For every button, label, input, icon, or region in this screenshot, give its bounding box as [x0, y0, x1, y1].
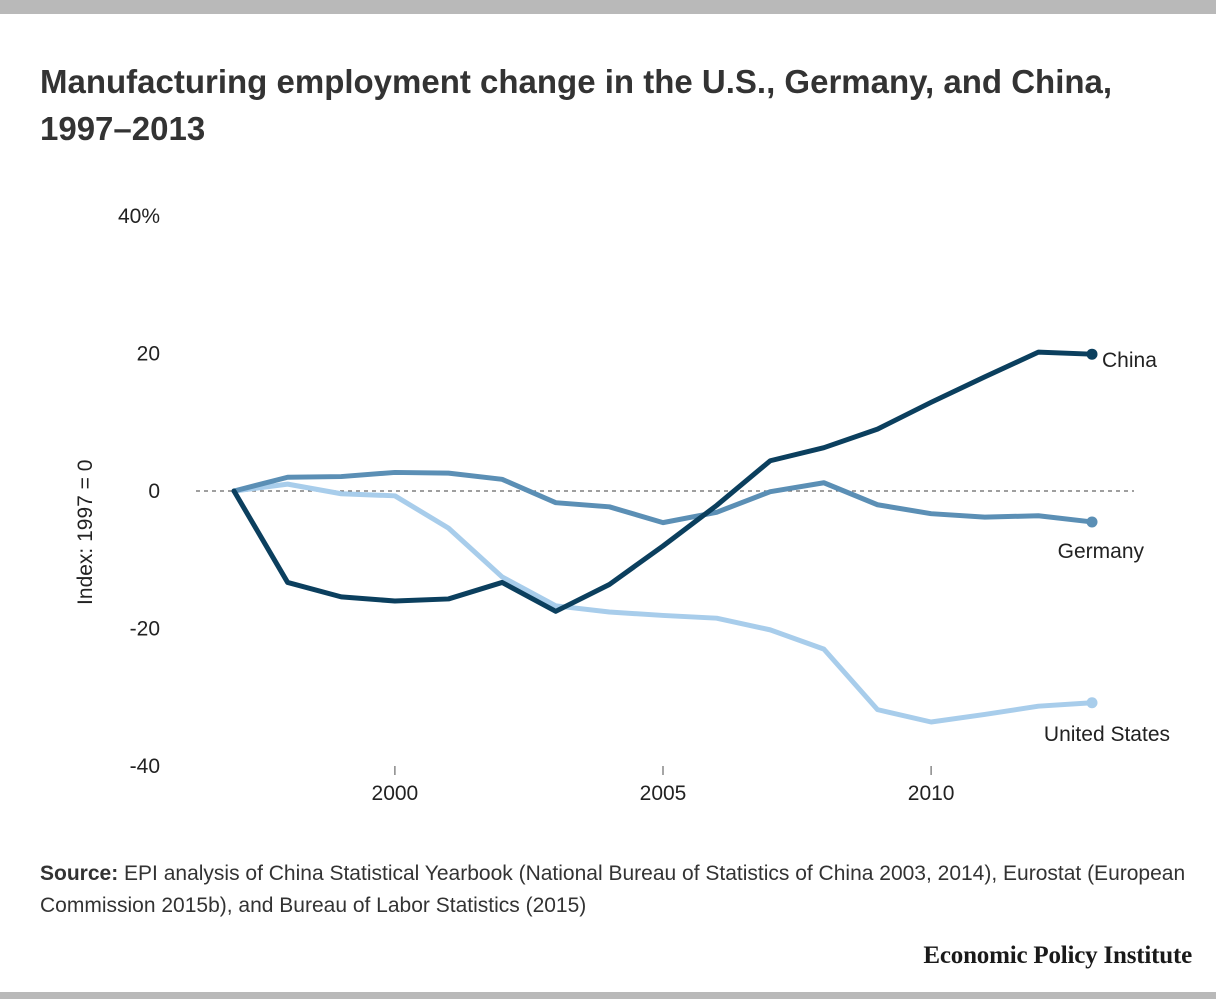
chart-title: Manufacturing employment change in the U…	[40, 63, 1113, 147]
series-label-china: China	[1102, 349, 1157, 372]
series-end-point-united-states	[1086, 697, 1098, 709]
y-tick-label: -40	[130, 755, 160, 778]
series-line-china	[231, 349, 1095, 614]
x-axis: 2000 2005 2010	[372, 766, 955, 805]
source-label: Source:	[40, 862, 119, 885]
y-axis-title: Index: 1997 = 0	[74, 460, 97, 605]
series-end-point-germany	[1086, 516, 1098, 528]
x-tick-label: 2010	[908, 782, 955, 805]
series-group	[231, 348, 1098, 725]
y-tick-label: -20	[130, 618, 160, 641]
bottom-border-bar	[0, 992, 1216, 999]
top-border-bar	[0, 0, 1216, 14]
publisher-logo: Economic Policy Institute	[923, 942, 1192, 969]
series-label-group: United States Germany China	[1044, 349, 1170, 746]
series-label-united-states: United States	[1044, 723, 1170, 746]
line-chart: 40% 20 0 -20 -40 Index: 1997 = 0 2000 2005 2010…	[74, 205, 1170, 805]
source-text: EPI analysis of China Statistical Yearbo…	[40, 862, 1186, 917]
series-end-point-china	[1086, 348, 1098, 360]
y-axis: 40% 20 0 -20 -40 Index: 1997 = 0	[74, 205, 160, 778]
y-tick-label: 20	[137, 343, 160, 366]
y-tick-label: 40%	[118, 205, 160, 228]
series-line-united-states	[231, 481, 1095, 725]
series-line-germany	[231, 469, 1095, 526]
source-note: Source: EPI analysis of China Statistica…	[40, 858, 1190, 922]
x-tick-label: 2005	[640, 782, 687, 805]
x-tick-label: 2000	[372, 782, 419, 805]
series-label-germany: Germany	[1058, 540, 1145, 563]
y-tick-label: 0	[148, 480, 160, 503]
